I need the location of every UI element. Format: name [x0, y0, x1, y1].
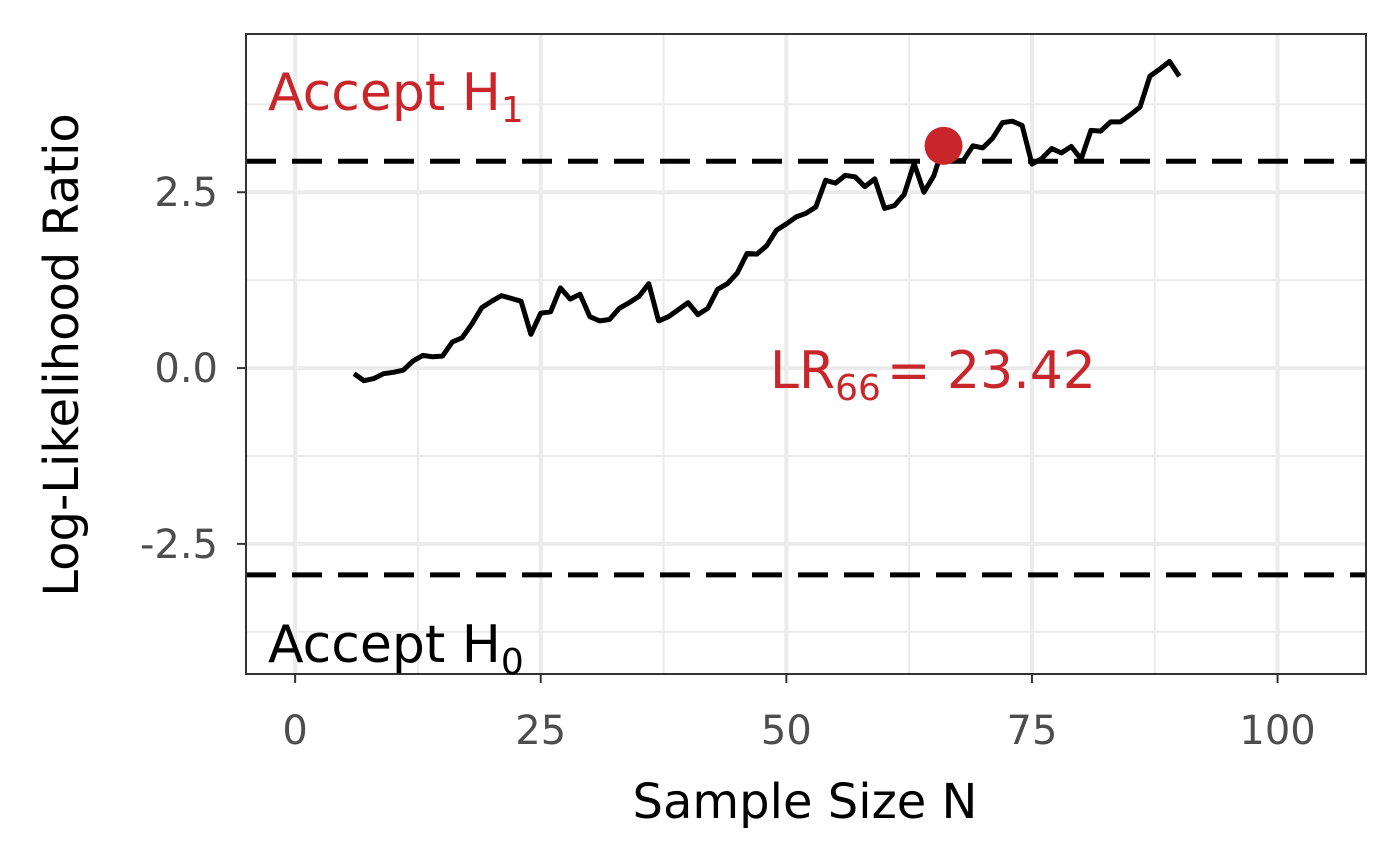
gridlines	[246, 34, 1366, 674]
y-tick-label: 2.5	[154, 170, 218, 216]
y-axis: -2.5 0.0 2.5	[140, 170, 246, 568]
x-tick-label: 50	[761, 708, 812, 754]
annotation-accept-h0: Accept H0	[268, 615, 524, 683]
y-tick-label: -2.5	[140, 522, 218, 568]
y-tick-label: 0.0	[154, 346, 218, 392]
x-tick-label: 25	[515, 708, 566, 754]
stopping-point-marker	[924, 126, 963, 165]
x-tick-label: 75	[1007, 708, 1058, 754]
x-axis: 0 25 50 75 100	[282, 674, 1316, 754]
panel-border	[245, 33, 1367, 675]
x-axis-title: Sample Size N	[633, 774, 978, 830]
threshold-lines	[246, 158, 1366, 578]
series-layer	[352, 58, 1182, 384]
series-line	[352, 58, 1182, 384]
y-axis-title: Log-Likelihood Ratio	[34, 113, 90, 597]
x-tick-label: 0	[282, 708, 307, 754]
x-tick-label: 100	[1239, 708, 1315, 754]
annotation-accept-h1: Accept H1	[268, 63, 524, 131]
annotation-lr-value: LR66 = 23.42	[770, 341, 1096, 409]
